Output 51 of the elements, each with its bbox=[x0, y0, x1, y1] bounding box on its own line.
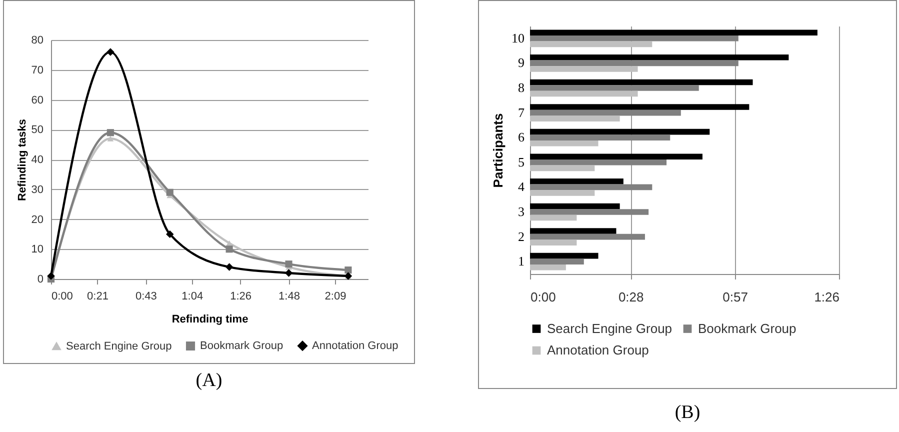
point bbox=[106, 129, 114, 136]
point bbox=[106, 48, 114, 56]
point bbox=[166, 230, 174, 238]
x-tick-label: 2:09 bbox=[324, 290, 346, 302]
y-tick-label: 4 bbox=[518, 179, 525, 194]
y-tick-label: 10 bbox=[512, 30, 524, 46]
x-tick-label: 0:00 bbox=[530, 290, 556, 304]
legend-label: Search Engine Group bbox=[547, 320, 672, 336]
y-tick-label: 7 bbox=[518, 104, 525, 120]
y-tick-label: 50 bbox=[31, 124, 44, 136]
y-tick-label: 60 bbox=[31, 94, 44, 106]
y-tick-label: 5 bbox=[518, 154, 524, 170]
y-tick-label: 80 bbox=[31, 34, 44, 46]
legend-label: Annotation Group bbox=[547, 342, 649, 358]
point bbox=[166, 188, 174, 196]
point bbox=[226, 246, 233, 253]
x-tick-label: 1:26 bbox=[814, 290, 840, 304]
x-tick-label: 0:43 bbox=[135, 290, 157, 302]
y-tick-label: 30 bbox=[31, 184, 44, 196]
y-axis-title: Participants bbox=[490, 113, 506, 188]
point bbox=[284, 269, 293, 277]
y-tick-label: 6 bbox=[518, 130, 525, 145]
x-tick-label: 0:57 bbox=[722, 290, 748, 304]
text: (A) bbox=[194, 370, 224, 392]
y-tick-label: 10 bbox=[31, 244, 44, 256]
y-tick-label: 70 bbox=[31, 64, 44, 76]
x-tick-label: 0:28 bbox=[618, 290, 644, 304]
y-tick-label: 1 bbox=[518, 254, 524, 269]
y-tick-label: 40 bbox=[31, 154, 44, 166]
y-tick-label: 9 bbox=[518, 55, 524, 70]
text: (B) bbox=[674, 402, 702, 424]
y-tick-label: 8 bbox=[518, 80, 524, 95]
point bbox=[344, 266, 352, 274]
x-axis-title: Refinding time bbox=[172, 314, 248, 326]
x-tick-label: 1:04 bbox=[182, 290, 204, 302]
y-tick-label: 0 bbox=[37, 274, 44, 286]
point bbox=[225, 263, 234, 271]
legend-label: Bookmark Group bbox=[200, 340, 284, 352]
legend-label: Bookmark Group bbox=[698, 320, 796, 336]
point bbox=[107, 136, 114, 142]
legend-label: Annotation Group bbox=[312, 340, 398, 352]
y-tick-label: 2 bbox=[518, 228, 524, 244]
x-tick-label: 1:48 bbox=[278, 290, 300, 302]
x-tick-label: 1:26 bbox=[230, 290, 252, 302]
legend-label: Search Engine Group bbox=[66, 340, 172, 352]
x-tick-label: 0:00 bbox=[52, 290, 73, 302]
y-tick-label: 3 bbox=[518, 204, 524, 219]
point bbox=[285, 260, 292, 268]
x-tick-label: 0:21 bbox=[87, 290, 108, 302]
y-axis-title: Refinding tasks bbox=[16, 119, 28, 201]
y-tick-label: 20 bbox=[31, 214, 44, 226]
